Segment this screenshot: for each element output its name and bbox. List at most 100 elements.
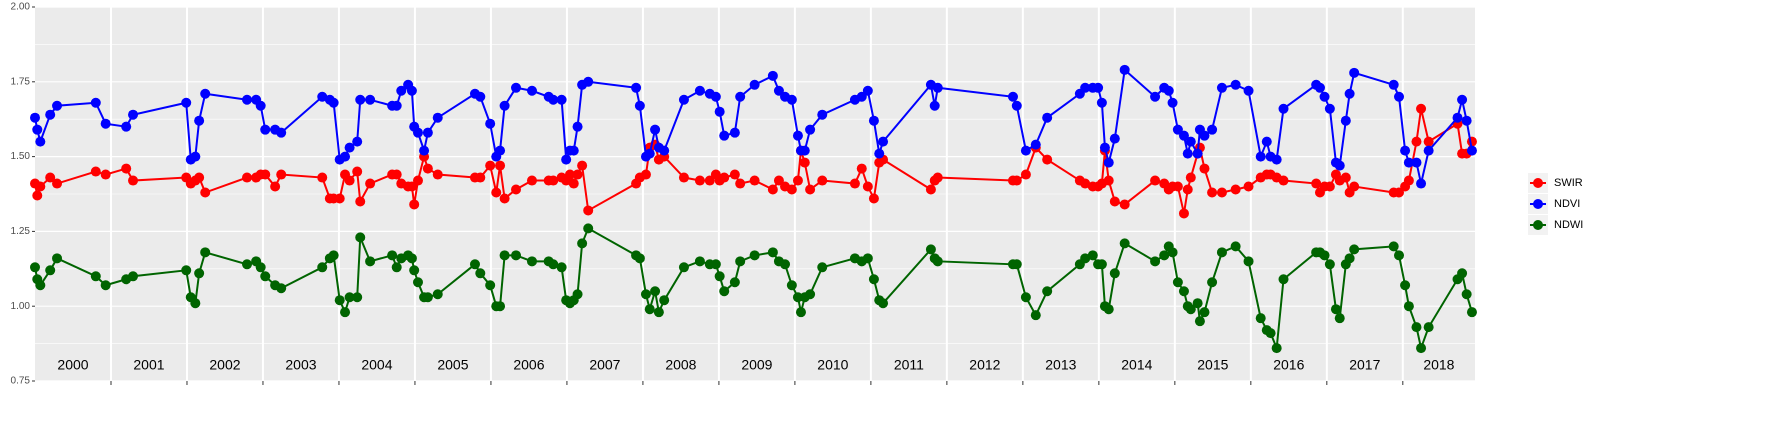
- data-point: [511, 82, 522, 93]
- data-point: [1319, 250, 1330, 261]
- data-point: [30, 112, 40, 123]
- year-label: 2008: [665, 357, 696, 373]
- data-point: [1011, 175, 1022, 186]
- legend-marker: [1533, 199, 1543, 209]
- data-point: [1080, 253, 1091, 264]
- data-point: [1271, 343, 1282, 354]
- data-point: [1093, 82, 1104, 93]
- data-point: [35, 280, 46, 291]
- data-point: [1185, 304, 1196, 315]
- data-point: [694, 85, 705, 96]
- data-point: [1172, 181, 1183, 192]
- data-point: [644, 304, 655, 315]
- data-point: [568, 145, 579, 156]
- data-point: [1278, 274, 1289, 285]
- data-point: [795, 307, 806, 318]
- legend-label: NDVI: [1554, 198, 1580, 210]
- data-point: [1416, 343, 1427, 354]
- data-point: [1020, 169, 1031, 180]
- data-point: [799, 145, 810, 156]
- data-point: [1400, 280, 1411, 291]
- data-point: [856, 163, 867, 174]
- data-point: [1150, 91, 1161, 102]
- year-label: 2011: [894, 357, 924, 373]
- data-point: [932, 172, 943, 183]
- y-tick-label: 2.00: [11, 2, 31, 13]
- data-point: [583, 223, 594, 234]
- data-point: [729, 169, 740, 180]
- data-point: [365, 94, 376, 105]
- data-point: [242, 94, 253, 105]
- data-point: [548, 175, 559, 186]
- data-point: [1230, 79, 1241, 90]
- data-point: [409, 265, 420, 276]
- data-point: [729, 277, 740, 288]
- data-point: [260, 169, 271, 180]
- data-point: [868, 274, 879, 285]
- data-point: [1416, 103, 1427, 114]
- data-point: [1080, 178, 1091, 189]
- data-point: [121, 163, 132, 174]
- legend-marker: [1533, 178, 1543, 188]
- data-point: [334, 193, 345, 204]
- year-label: 2010: [817, 357, 848, 373]
- data-point: [491, 187, 502, 198]
- data-point: [511, 184, 522, 195]
- data-point: [100, 169, 111, 180]
- y-tick-label: 1.00: [11, 301, 31, 312]
- data-point: [276, 283, 287, 294]
- data-point: [1265, 328, 1276, 339]
- data-point: [1255, 151, 1266, 162]
- data-point: [317, 172, 328, 183]
- data-point: [659, 145, 670, 156]
- data-point: [1416, 178, 1427, 189]
- data-point: [735, 256, 746, 267]
- data-point: [1411, 322, 1422, 333]
- data-point: [925, 184, 936, 195]
- data-point: [270, 181, 281, 192]
- data-point: [556, 94, 567, 105]
- data-point: [355, 232, 366, 243]
- data-point: [1087, 250, 1098, 261]
- data-point: [495, 301, 506, 312]
- data-point: [1216, 187, 1227, 198]
- data-point: [100, 118, 111, 129]
- data-point: [678, 172, 689, 183]
- data-point: [577, 238, 588, 249]
- data-point: [255, 100, 266, 111]
- data-point: [1403, 301, 1414, 312]
- data-point: [1334, 160, 1345, 171]
- data-point: [495, 145, 506, 156]
- data-point: [1255, 313, 1266, 324]
- data-point: [1388, 241, 1399, 252]
- data-point: [694, 256, 705, 267]
- data-point: [659, 295, 670, 306]
- data-point: [526, 85, 537, 96]
- data-point: [328, 250, 339, 261]
- data-point: [200, 247, 211, 258]
- data-point: [1199, 307, 1210, 318]
- year-label: 2001: [133, 357, 164, 373]
- data-point: [128, 175, 139, 186]
- year-label: 2016: [1273, 357, 1304, 373]
- data-point: [719, 172, 730, 183]
- data-point: [1461, 289, 1472, 300]
- data-point: [1159, 250, 1170, 261]
- data-point: [1096, 259, 1107, 270]
- data-point: [749, 250, 760, 261]
- data-point: [1314, 82, 1325, 93]
- data-point: [564, 169, 575, 180]
- data-point: [1278, 103, 1289, 114]
- data-point: [874, 148, 885, 159]
- data-point: [485, 160, 496, 171]
- data-point: [391, 262, 402, 273]
- data-point: [1461, 115, 1472, 126]
- data-point: [412, 127, 423, 138]
- data-point: [1324, 259, 1335, 270]
- data-point: [572, 169, 583, 180]
- data-point: [419, 145, 430, 156]
- data-point: [1243, 85, 1254, 96]
- data-point: [767, 247, 778, 258]
- data-point: [1394, 91, 1405, 102]
- data-point: [1109, 133, 1120, 144]
